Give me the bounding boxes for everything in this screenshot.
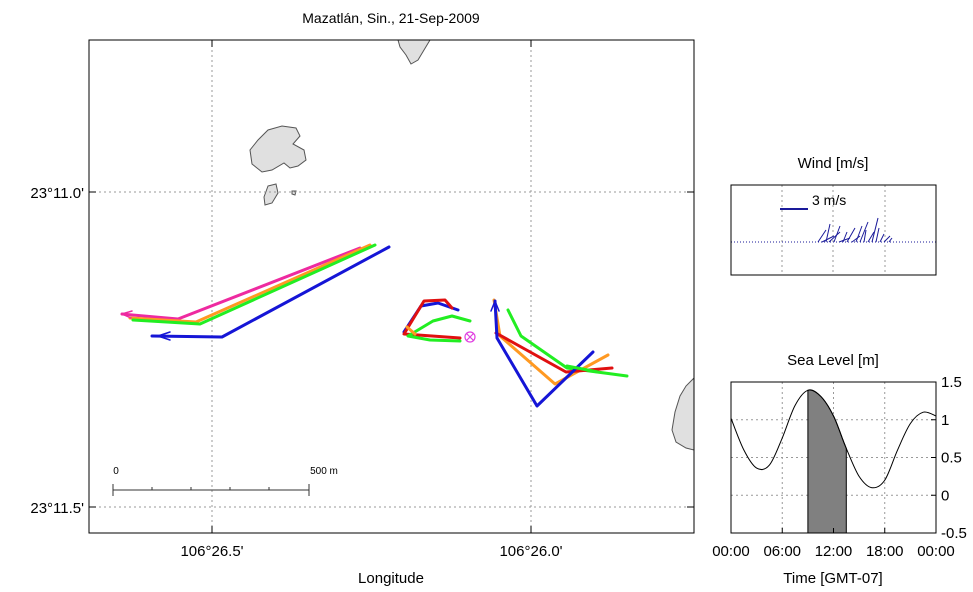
sea-level-y-tick-label: -0.5 <box>941 525 967 542</box>
arrow-head-blue <box>157 331 171 341</box>
track-orange <box>128 243 372 324</box>
map-grid <box>89 40 694 533</box>
track-blue-e <box>493 299 595 408</box>
islet-small <box>263 183 279 206</box>
sea-level-x-tick-labels: 00:00 06:00 12:00 18:00 00:00 <box>712 543 955 560</box>
coast-east <box>671 377 694 451</box>
track-magenta <box>120 246 362 321</box>
x-tick-label-1: 106°26.5' <box>180 543 243 560</box>
scale-end-label: 500 m <box>310 466 338 477</box>
sea-level-x-axis-label: Time [GMT-07] <box>783 570 882 587</box>
map-panel: Mazatlán, Sin., 21-Sep-2009 <box>30 10 695 587</box>
arrow-head-east <box>490 300 500 312</box>
wind-frame <box>730 184 937 276</box>
map-ticks <box>89 40 694 533</box>
track-green <box>131 243 377 326</box>
sea-level-y-tick-label: 1.5 <box>941 374 962 391</box>
arrow-head-magenta <box>121 310 133 319</box>
map-frame <box>88 39 695 534</box>
x-tick-label-2: 106°26.0' <box>499 543 562 560</box>
sea-level-title: Sea Level [m] <box>787 352 879 369</box>
sea-level-x-tick-label: 06:00 <box>763 543 801 560</box>
release-marker-icon <box>464 331 476 343</box>
wind-title: Wind [m/s] <box>798 155 869 172</box>
track-red-e <box>494 331 614 374</box>
drifter-tracks-east <box>490 298 629 408</box>
sea-level-x-tick-label: 00:00 <box>917 543 955 560</box>
wind-scale-label: 3 m/s <box>812 192 846 208</box>
sea-level-x-tick-label: 18:00 <box>866 543 904 560</box>
wind-vectors <box>817 217 893 243</box>
high-tide-shading <box>807 389 847 533</box>
sea-level-y-tick-labels: 1.5 1 0.5 0 -0.5 <box>941 374 967 542</box>
sea-level-ticks <box>730 381 937 534</box>
map-title: Mazatlán, Sin., 21-Sep-2009 <box>302 10 480 26</box>
sea-level-y-tick-label: 0.5 <box>941 450 962 467</box>
scale-start-label: 0 <box>113 466 119 477</box>
sea-level-panel: Sea Level [m] 1.5 1 0.5 0 -0.5 00:00 06:00 12:… <box>712 352 967 587</box>
map-x-axis-label: Longitude <box>358 570 424 587</box>
sea-level-x-tick-label: 00:00 <box>712 543 750 560</box>
track-orange-c <box>405 325 417 336</box>
drifter-tracks-west <box>120 243 391 341</box>
track-blue <box>150 245 391 339</box>
headland-north <box>397 40 431 65</box>
track-green-c <box>406 314 472 343</box>
land-masses <box>249 40 694 451</box>
island-large <box>249 125 307 173</box>
wind-panel: Wind [m/s] <box>730 155 937 276</box>
sea-level-y-tick-label: 0 <box>941 487 949 504</box>
scale-bar <box>112 484 310 496</box>
sea-level-line <box>731 389 936 489</box>
sea-level-x-tick-label: 12:00 <box>815 543 853 560</box>
y-tick-label-1: 23°11.0' <box>30 185 84 202</box>
sea-level-y-tick-label: 1 <box>941 412 949 429</box>
y-tick-label-2: 23°11.5' <box>30 500 84 517</box>
wind-grid <box>781 185 886 275</box>
track-red-c <box>402 298 462 340</box>
track-green-e2 <box>565 364 600 374</box>
drifter-tracks-central <box>402 298 472 343</box>
